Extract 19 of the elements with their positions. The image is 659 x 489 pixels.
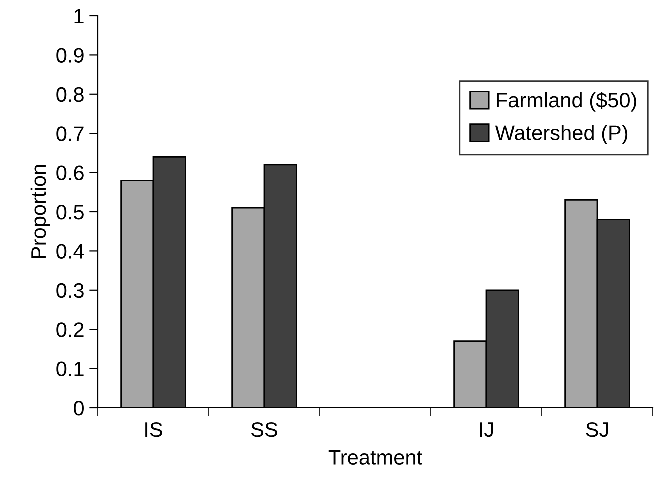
y-axis-title: Proportion: [30, 165, 50, 258]
x-tick-label: IS: [146, 422, 162, 438]
legend-label: Watershed (P): [495, 125, 628, 145]
y-tick-label: 0.5: [56, 205, 84, 220]
x-axis-title: Treatment: [328, 450, 422, 465]
x-tick-label: SS: [252, 422, 278, 438]
y-tick-label: 0.4: [56, 244, 84, 259]
y-tick-label: 0.1: [56, 362, 84, 377]
legend-label: Farmland ($50): [497, 92, 636, 112]
y-tick-label: 0.8: [56, 87, 84, 102]
y-tick-label: 0.6: [56, 166, 84, 181]
y-tick-label: 0.3: [56, 283, 84, 298]
y-tick-label: 1: [74, 9, 84, 24]
x-tick-label: SJ: [586, 422, 608, 438]
y-tick-label: 0: [74, 401, 84, 416]
y-tick-label: 0.2: [56, 322, 84, 338]
x-tick-label: IJ: [480, 422, 494, 438]
y-tick-label: 0.9: [56, 48, 84, 63]
y-tick-label: 0.7: [56, 126, 84, 142]
